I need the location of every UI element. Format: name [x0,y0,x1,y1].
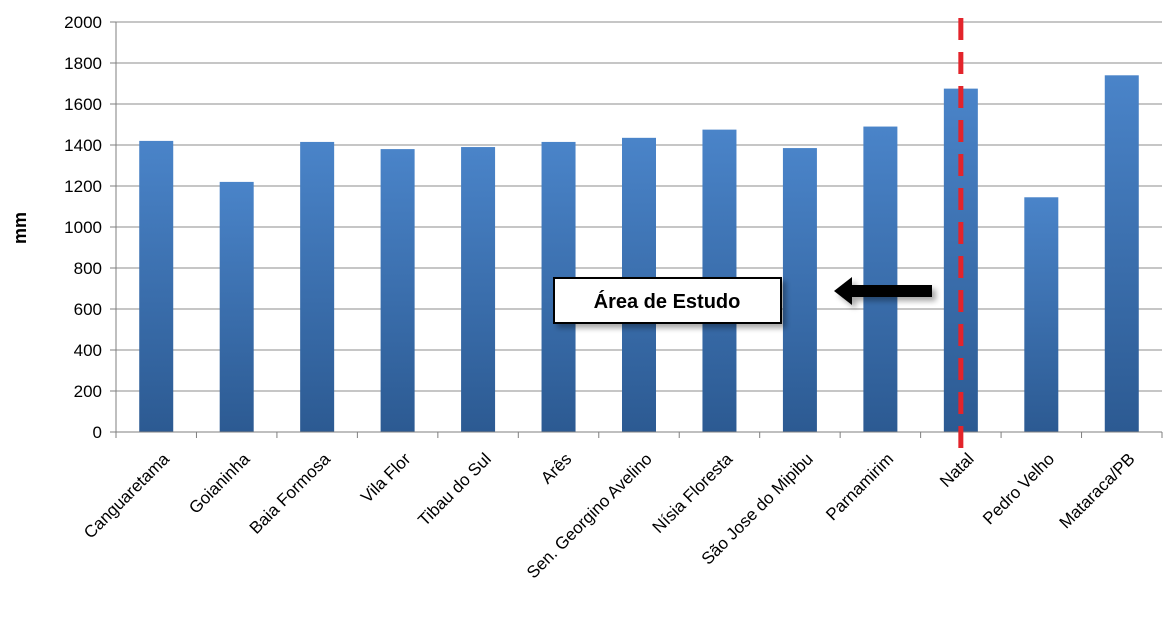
y-tick-label: 600 [74,300,102,319]
y-tick-label: 1800 [64,54,102,73]
y-axis-tick-labels: 0 200 400 600 800 1000 1200 1400 1600 1800 2000 [64,13,116,442]
axes [115,22,1162,433]
y-tick-label: 400 [74,341,102,360]
x-category-label: Vila Flor [357,449,415,507]
x-category-label: Mataraca/PB [1056,449,1139,532]
y-tick-label: 1000 [64,218,102,237]
y-axis-title: mm [10,212,30,244]
bar-1 [219,181,254,432]
x-category-label: Arês [537,449,575,487]
y-tick-label: 1200 [64,177,102,196]
study-area-annotation: Área de Estudo [553,277,782,324]
x-category-label: Parnamirim [822,449,897,524]
bars [139,75,1139,433]
annotation-text: Área de Estudo [594,290,741,313]
x-category-label: Canguaretama [80,449,173,542]
y-tick-label: 200 [74,382,102,401]
x-category-label: Natal [936,449,977,490]
y-tick-label: 1400 [64,136,102,155]
bar-0 [139,140,174,432]
y-tick-label: 1600 [64,95,102,114]
y-tick-label: 800 [74,259,102,278]
y-tick-label: 0 [93,423,102,442]
x-category-label: Tibau do Sul [414,449,494,529]
y-tick-label: 2000 [64,13,102,32]
bar-12 [1104,75,1139,433]
x-category-label: Nísia Floresta [649,449,737,537]
bar-8 [782,148,817,432]
bar-11 [1024,197,1059,432]
bar-4 [461,147,496,433]
x-category-label: Pedro Velho [979,449,1058,528]
annotation-box [553,277,782,324]
arrow-left-icon [834,277,932,305]
bar-2 [300,141,335,433]
x-category-label: Baia Formosa [246,449,335,538]
x-category-label: Goianinha [185,449,254,518]
bar-9 [863,126,898,433]
bar-3 [380,149,415,432]
